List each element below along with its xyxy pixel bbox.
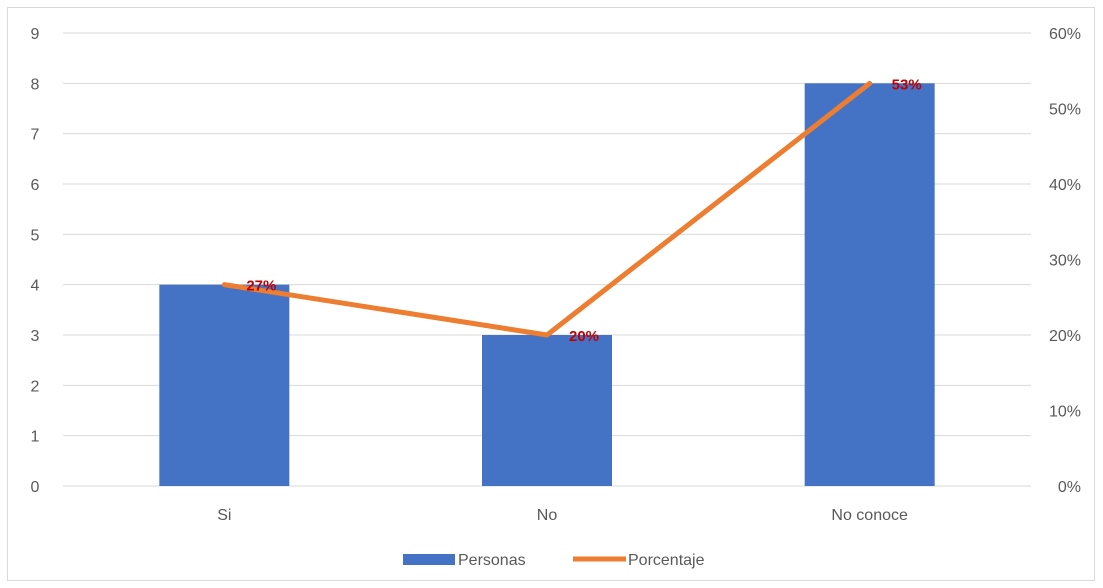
left-tick-label: 7 [31,127,40,144]
data-label: 27% [246,278,276,295]
combo-chart: 0 1 2 3 4 5 6 7 8 9 0% 10% 20% 30% 40% 50% 60% 27% 20% 53… [31,26,1081,569]
left-tick-label: 2 [31,378,40,395]
left-tick-label: 4 [31,278,40,295]
right-tick-label: 60% [1049,26,1081,43]
right-axis-ticks: 0% 10% 20% 30% 40% 50% 60% [1049,26,1081,496]
left-axis-ticks: 0 1 2 3 4 5 6 7 8 9 [31,26,40,496]
left-tick-label: 3 [31,328,40,345]
right-tick-label: 50% [1049,102,1081,119]
legend-label-personas: Personas [458,552,526,569]
porcentaje-line [221,80,873,338]
data-label: 53% [892,76,922,93]
chart-container: 0 1 2 3 4 5 6 7 8 9 0% 10% 20% 30% 40% 50% 60% 27% 20% 53… [7,7,1095,581]
category-label: No conoce [831,507,908,524]
right-tick-label: 40% [1049,177,1081,194]
category-label: Si [217,507,231,524]
left-tick-label: 6 [31,177,40,194]
data-label: 20% [569,328,599,345]
line-porcentaje [221,80,873,338]
legend: Personas Porcentaje [403,552,705,569]
right-tick-label: 0% [1058,479,1081,496]
bar-no-conoce [804,83,935,486]
left-tick-label: 9 [31,26,40,43]
bar-si [159,284,290,486]
line-point [868,82,871,85]
bar-no [482,335,612,486]
right-tick-label: 10% [1049,404,1081,421]
category-labels: Si No No conoce [217,507,908,524]
left-tick-label: 0 [31,479,40,496]
left-tick-label: 5 [31,227,40,244]
bars-personas [159,83,935,486]
left-tick-label: 1 [31,429,40,446]
right-tick-label: 30% [1049,253,1081,270]
right-tick-label: 20% [1049,328,1081,345]
legend-swatch-personas [403,554,455,565]
line-point [223,283,226,286]
category-label: No [537,507,558,524]
data-labels: 27% 20% 53% [246,76,921,345]
line-point [546,334,548,336]
legend-label-porcentaje: Porcentaje [628,552,705,569]
left-tick-label: 8 [31,76,40,93]
